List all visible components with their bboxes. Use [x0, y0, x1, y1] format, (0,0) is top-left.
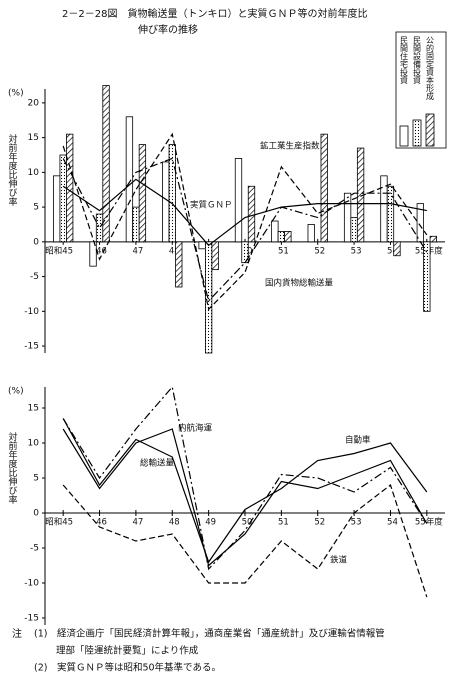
- line: [62, 385, 428, 571]
- x-tick-label: 49: [205, 518, 216, 528]
- series-label: 内航海運: [178, 423, 213, 434]
- line: [62, 178, 427, 247]
- line: [62, 484, 428, 598]
- title: 伸び率の推移: [138, 23, 198, 36]
- x-tick-label: 47: [132, 518, 143, 528]
- bar: [132, 206, 140, 243]
- y-tick-label: -5: [30, 544, 39, 554]
- series-label: 実質ＧＮＰ: [190, 200, 233, 211]
- x-tick-label: 48: [169, 518, 180, 528]
- note: 理部「陸運統計要覧」により作成: [56, 645, 199, 657]
- y-axis-label: 対前年度比伸び率: [7, 431, 18, 505]
- bar: [284, 231, 292, 243]
- unit-label: (%): [8, 387, 24, 397]
- legend-label: 公的固定資本形成: [426, 36, 435, 101]
- y-tick-label: 0: [33, 237, 39, 247]
- legend-label: 民間設備投資: [413, 36, 422, 85]
- y-tick-label: 10: [28, 168, 40, 178]
- line: [62, 132, 428, 311]
- x-tick-label: 51: [278, 246, 289, 256]
- x-tick-label: 47: [132, 246, 143, 256]
- bar: [247, 185, 256, 243]
- y-tick-label: 20: [28, 98, 40, 108]
- legend-swatch: [412, 119, 422, 147]
- x-tick-label: 53: [351, 518, 362, 528]
- legend-swatch: [399, 125, 409, 147]
- bar: [211, 241, 219, 271]
- bar: [350, 217, 358, 243]
- bar: [138, 144, 147, 243]
- x-tick-label: 54: [387, 518, 398, 528]
- bar: [271, 220, 279, 243]
- bar: [168, 144, 176, 243]
- y-tick-label: 5: [33, 474, 39, 484]
- bar: [204, 241, 213, 354]
- bar: [277, 231, 286, 243]
- bar: [53, 175, 61, 243]
- legend-box: [395, 31, 447, 149]
- y-axis-label: 対前年度比伸び率: [7, 133, 18, 207]
- y-tick-label: 10: [28, 439, 40, 449]
- x-tick-label: 46: [96, 246, 107, 256]
- note: (2) 実質ＧＮＰ等は昭和50年基準である。: [34, 662, 221, 674]
- x-tick-label: 52: [314, 246, 325, 256]
- bar: [241, 241, 249, 264]
- x-tick-label: 51: [278, 518, 289, 528]
- legend-label: 民間住宅投資: [400, 36, 409, 85]
- bar: [95, 213, 104, 243]
- bar: [66, 133, 74, 243]
- bar: [198, 241, 206, 250]
- bar: [125, 116, 134, 243]
- series-label: 鉄道: [330, 555, 348, 566]
- bar: [89, 241, 97, 267]
- series-label: 総輸送量: [140, 458, 175, 469]
- line: [62, 428, 428, 567]
- x-tick-label: 昭和45: [45, 518, 73, 528]
- bar: [386, 185, 395, 243]
- line: [62, 418, 428, 564]
- note-head: 注: [12, 627, 22, 640]
- x-tick-label: 50: [242, 518, 253, 528]
- bar: [175, 241, 183, 288]
- x-tick-label: 昭和45: [45, 246, 73, 256]
- y-tick-label: -10: [24, 579, 39, 589]
- unit-label: (%): [8, 89, 24, 99]
- bar: [320, 133, 328, 243]
- note: (1) 経済企画庁「国民経済計算年報」，通商産業省「通産統計」及び運輸省情報管: [34, 628, 385, 640]
- y-tick-label: -15: [24, 614, 39, 624]
- x-tick-label: 53: [351, 246, 362, 256]
- x-tick-label: 48: [169, 246, 180, 256]
- series-label: 自動車: [345, 435, 371, 446]
- y-tick-label: 5: [33, 203, 39, 213]
- bar: [423, 241, 431, 312]
- x-tick-label: 54: [387, 246, 398, 256]
- bar: [59, 154, 67, 243]
- x-tick-label: 52: [314, 518, 325, 528]
- bar: [162, 161, 170, 243]
- y-tick-label: 15: [28, 404, 39, 414]
- series-label: 国内貨物総輸送量: [265, 278, 334, 289]
- bar: [393, 241, 401, 257]
- series-label: 鉱工業生産指数: [260, 141, 320, 152]
- bar: [234, 158, 243, 243]
- y-tick-label: 15: [28, 133, 39, 143]
- y-tick-label: -10: [24, 307, 39, 317]
- y-tick-label: 0: [33, 509, 39, 519]
- y-tick-label: -15: [24, 342, 39, 352]
- title: 2－2－28図 貨物輸送量（トンキロ）と実質ＧＮＰ等の対前年度比: [62, 7, 367, 20]
- bar: [429, 235, 437, 243]
- legend-swatch: [425, 113, 435, 147]
- bar: [343, 192, 352, 243]
- bar: [307, 224, 315, 243]
- x-tick-label: 55年度: [415, 517, 443, 528]
- bar: [102, 85, 110, 243]
- x-tick-label: 46: [96, 518, 107, 528]
- y-tick-label: -5: [30, 272, 39, 282]
